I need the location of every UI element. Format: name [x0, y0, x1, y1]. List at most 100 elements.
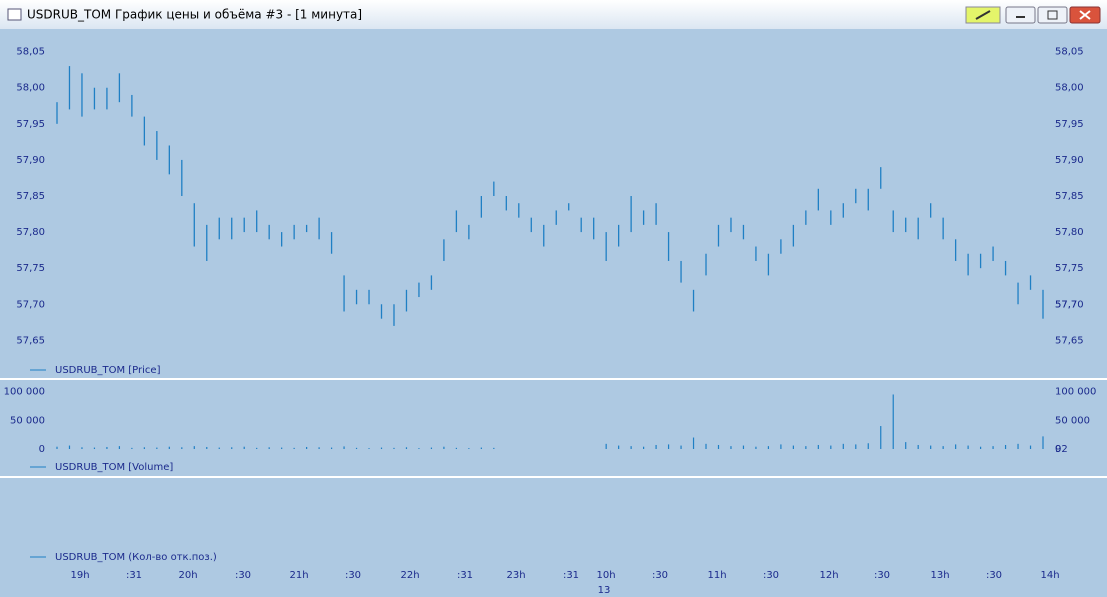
volume-bar	[780, 444, 782, 449]
minimize-icon	[1016, 16, 1025, 18]
volume-bar	[979, 446, 982, 449]
volume-bar	[930, 445, 932, 449]
y-tick-label-right: 100 000	[1055, 387, 1096, 398]
volume-bar	[955, 444, 957, 449]
x-tick-label: :31	[126, 570, 142, 581]
volume-bar	[880, 426, 882, 449]
title-bar	[0, 0, 1107, 29]
volume-bar	[992, 446, 994, 449]
volume-bar	[905, 442, 907, 449]
volume-bar	[493, 447, 495, 449]
volume-bar	[243, 446, 245, 449]
y-tick-label: 50 000	[10, 415, 45, 426]
maximize-button[interactable]	[1037, 6, 1068, 24]
close-icon	[1079, 10, 1091, 20]
volume-bar	[443, 446, 445, 449]
volume-bar	[430, 447, 433, 449]
volume-bar	[742, 445, 745, 449]
volume-bar	[380, 447, 383, 449]
y-tick-label-right: 0	[1055, 444, 1061, 455]
volume-bar	[81, 447, 83, 449]
volume-bar	[692, 437, 695, 449]
volume-bar	[343, 446, 345, 449]
last-value-label: 57,7	[1055, 299, 1077, 310]
volume-bar	[1004, 444, 1007, 449]
x-tick-label: 22h	[400, 570, 419, 581]
volume-bar	[455, 447, 457, 449]
x-tick-label: 13h	[930, 570, 949, 581]
x-tick-label: :30	[763, 570, 779, 581]
volume-bar	[330, 447, 333, 449]
volume-bar	[630, 446, 632, 449]
volume-bar	[755, 446, 757, 449]
y-tick-label: 57,95	[16, 119, 45, 130]
volume-bar	[418, 448, 420, 449]
volume-bar	[792, 445, 794, 449]
volume-bar	[106, 446, 108, 449]
volume-bar	[355, 447, 358, 449]
volume-bar	[1042, 436, 1044, 449]
x-tick-label: :30	[235, 570, 251, 581]
volume-bar	[605, 443, 607, 449]
volume-bar	[256, 447, 258, 449]
x-tick-label: 12h	[819, 570, 838, 581]
y-tick-label-right: 58,00	[1055, 83, 1084, 94]
y-tick-label: 57,70	[16, 299, 45, 310]
volume-bar	[268, 447, 270, 449]
x-tick-label: :31	[457, 570, 473, 581]
y-tick-label-right: 57,70	[1055, 299, 1084, 310]
x-tick-label: 20h	[178, 570, 197, 581]
volume-bar	[942, 446, 944, 449]
window-icon	[7, 8, 22, 21]
volume-bar	[68, 445, 71, 449]
volume-bar	[231, 447, 233, 449]
link-icon	[975, 10, 991, 20]
volume-bar	[842, 443, 844, 449]
x-tick-label: 14h	[1040, 570, 1059, 581]
x-tick-label: :30	[986, 570, 1002, 581]
legend-label: USDRUB_TOM (Кол-во отк.поз.)	[55, 552, 217, 563]
volume-bar	[730, 446, 732, 449]
y-tick-label: 58,05	[16, 47, 45, 58]
volume-bar	[118, 446, 121, 449]
volume-bar	[1017, 443, 1019, 449]
y-tick-label-right: 57,90	[1055, 155, 1084, 166]
volume-bar	[318, 447, 320, 449]
minimize-button[interactable]	[1005, 6, 1036, 24]
volume-bar	[206, 446, 208, 449]
volume-bar	[892, 394, 894, 449]
volume-bar	[368, 448, 370, 449]
last-value-label: 92	[1055, 444, 1068, 455]
volume-bar	[181, 447, 183, 449]
volume-bar	[393, 447, 395, 449]
x-tick-label: :31	[563, 570, 579, 581]
volume-bar	[281, 447, 283, 449]
volume-bar	[967, 445, 969, 449]
x-tick-label: 10h	[596, 570, 615, 581]
volume-bar	[131, 447, 133, 449]
volume-bar	[168, 446, 170, 449]
volume-bar	[405, 447, 408, 449]
legend-label: USDRUB_TOM [Volume]	[55, 462, 173, 473]
y-tick-label-right: 58,05	[1055, 47, 1084, 58]
y-tick-label: 0	[39, 444, 45, 455]
y-tick-label-right: 57,95	[1055, 119, 1084, 130]
date-label: 13	[598, 585, 611, 596]
volume-bar	[680, 445, 682, 449]
volume-bar	[143, 447, 145, 449]
volume-bar	[480, 447, 482, 449]
legend-label: USDRUB_TOM [Price]	[55, 365, 161, 376]
volume-bar	[468, 448, 470, 449]
x-tick-label: 11h	[707, 570, 726, 581]
volume-bar	[830, 445, 832, 449]
y-tick-label: 100 000	[4, 387, 45, 398]
volume-bar	[156, 447, 158, 449]
volume-bar	[655, 444, 657, 449]
volume-bar	[93, 447, 96, 449]
volume-bar	[293, 447, 295, 449]
y-tick-label-right: 57,65	[1055, 335, 1084, 346]
x-tick-label: :30	[345, 570, 361, 581]
volume-bar	[218, 447, 220, 449]
volume-bar	[667, 444, 670, 449]
